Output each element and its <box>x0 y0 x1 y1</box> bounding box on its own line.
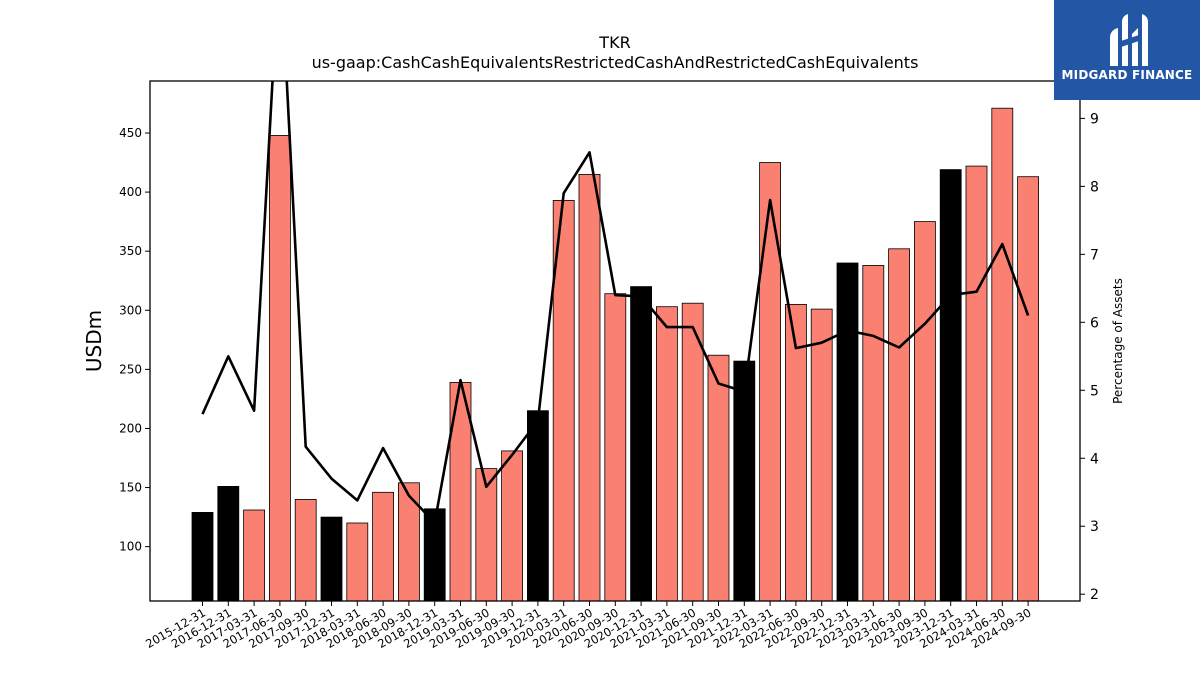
bar-2021-09-30 <box>707 354 730 602</box>
bar-2024-06-30 <box>991 107 1014 602</box>
bar-2024-03-31 <box>965 165 988 602</box>
bar-2019-06-30 <box>475 468 498 602</box>
bar-2022-03-31 <box>759 162 781 602</box>
bar-2017-09-30 <box>294 498 317 602</box>
bar-2021-12-31 <box>733 360 756 602</box>
y-tick-label-100: 100 <box>119 540 142 554</box>
bar-2023-03-31 <box>862 264 885 602</box>
bar-2020-09-30 <box>604 293 627 602</box>
y2-tick-label-6: 6 <box>1090 315 1099 331</box>
bar-2019-12-31 <box>527 410 549 602</box>
y2-tick-label-3: 3 <box>1090 519 1099 535</box>
bar-2017-06-30 <box>268 134 291 602</box>
bar-series <box>191 107 1039 602</box>
chart-subtitle: us-gaap:CashCashEquivalentsRestrictedCas… <box>312 53 919 72</box>
y-tick-label-300: 300 <box>119 303 142 317</box>
bar-2024-09-30 <box>1017 176 1039 602</box>
y-tick-label-450: 450 <box>119 126 142 140</box>
percentage-line <box>201 81 1030 525</box>
bar-2023-09-30 <box>914 221 936 602</box>
y2-tick-label-7: 7 <box>1090 247 1099 263</box>
bar-2023-06-30 <box>888 248 910 602</box>
y-tick-label-150: 150 <box>119 481 142 495</box>
y2-tick-label-2: 2 <box>1090 587 1099 603</box>
bar-2015-12-31 <box>191 512 214 602</box>
y2-tick-label-8: 8 <box>1090 179 1099 195</box>
midgard-logo-icon <box>1110 14 1148 66</box>
logo-text: MIDGARD FINANCE <box>1061 68 1193 82</box>
bar-2017-03-31 <box>243 509 266 602</box>
bar-2018-06-30 <box>372 491 395 602</box>
bar-2016-12-31 <box>217 485 240 602</box>
y-tick-label-350: 350 <box>119 244 142 258</box>
bar-2017-12-31 <box>320 516 343 602</box>
y2-tick-label-9: 9 <box>1090 111 1099 127</box>
brand-logo: MIDGARD FINANCE <box>1054 0 1200 100</box>
y2-tick-label-5: 5 <box>1090 383 1099 399</box>
y-tick-label-250: 250 <box>119 362 142 376</box>
bar-2018-09-30 <box>397 482 420 602</box>
y-axis-label: USDm <box>82 310 106 372</box>
bar-2018-03-31 <box>346 522 369 602</box>
y2-tick-label-4: 4 <box>1090 451 1099 467</box>
bar-2021-03-31 <box>656 306 678 602</box>
bar-2020-06-30 <box>578 173 601 602</box>
bar-2021-06-30 <box>681 302 704 602</box>
y2-axis-label: Percentage of Assets <box>1111 278 1125 404</box>
plot-area: 100150200250300350400450234567892015-12-… <box>119 80 1099 651</box>
bar-2022-12-31 <box>836 262 859 602</box>
bar-2023-12-31 <box>939 169 962 602</box>
chart-title: TKR <box>598 33 630 52</box>
bar-2022-09-30 <box>810 308 833 602</box>
bar-2019-09-30 <box>501 450 524 602</box>
y-tick-label-200: 200 <box>119 421 142 435</box>
y-tick-label-400: 400 <box>119 185 142 199</box>
bar-2020-12-31 <box>630 286 652 602</box>
